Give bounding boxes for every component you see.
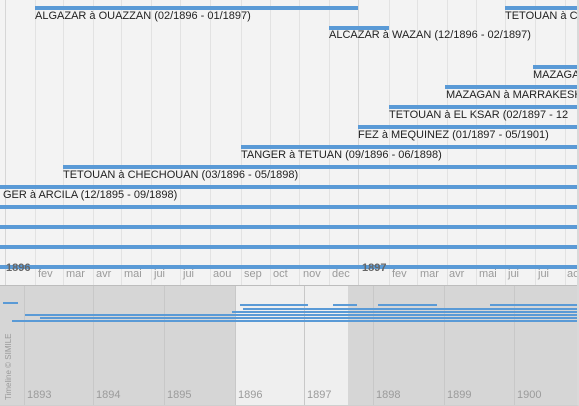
year-gridline (514, 286, 515, 405)
event-bar-9[interactable] (63, 165, 577, 169)
month-gridline (417, 0, 418, 285)
month-gridline (565, 0, 566, 285)
event-bar-6[interactable] (389, 105, 577, 109)
month-gridline (329, 0, 330, 285)
overview-year-label: 1897 (307, 389, 332, 401)
event-label-7[interactable]: FEZ à MEQUINEZ (01/1897 - 05/1901) (358, 129, 549, 141)
month-label: jui (154, 268, 166, 280)
month-label: jui (508, 268, 520, 280)
year-gridline (235, 286, 236, 405)
event-bar-7[interactable] (358, 125, 577, 129)
event-label-9[interactable]: TETOUAN à CHECHOUAN (03/1896 - 05/1898) (63, 169, 299, 181)
overview-event-bar (490, 304, 577, 306)
month-label: mai (124, 268, 142, 280)
event-bar-10[interactable] (0, 185, 577, 189)
event-label-3[interactable]: ALCAZAR à WAZAN (12/1896 - 02/1897) (329, 29, 531, 41)
month-label: nov (303, 268, 321, 280)
month-gridline (121, 0, 122, 285)
month-label: fev (392, 268, 407, 280)
event-bar-8[interactable] (241, 145, 577, 149)
overview-event-bar (232, 311, 577, 313)
month-label: mai (479, 268, 497, 280)
month-gridline (241, 0, 242, 285)
event-label-5[interactable]: MAZAGAN à MARRAKESH (446, 89, 579, 101)
month-label: mar (66, 268, 85, 280)
event-label-10[interactable]: GER à ARCILA (12/1895 - 09/1898) (3, 189, 178, 201)
month-gridline (505, 0, 506, 285)
overview-year-label: 1899 (447, 389, 472, 401)
month-gridline (180, 0, 181, 285)
year-gridline (24, 286, 25, 405)
event-bar-4[interactable] (533, 65, 577, 69)
month-gridline (535, 0, 536, 285)
overview-event-bar (378, 304, 437, 306)
copyright-label: Timeline © SIMILE (4, 333, 13, 400)
overview-event-bar (240, 304, 308, 306)
year-gridline (373, 286, 374, 405)
month-gridline (151, 0, 152, 285)
event-bar-1[interactable] (35, 6, 358, 10)
month-label: sep (244, 268, 262, 280)
event-track-bar[interactable] (0, 265, 577, 269)
month-label: dec (332, 268, 350, 280)
month-label: avr (96, 268, 112, 280)
overview-event-bar (40, 317, 577, 319)
month-label: jui (183, 268, 195, 280)
month-gridline (299, 0, 300, 285)
overview-year-label: 1898 (376, 389, 401, 401)
band-separator (0, 285, 577, 286)
year-gridline (93, 286, 94, 405)
month-gridline (358, 0, 359, 285)
overview-year-label: 1894 (96, 389, 121, 401)
overview-year-label: 1896 (238, 389, 263, 401)
event-label-6[interactable]: TETOUAN à EL KSAR (02/1897 - 12 (389, 109, 569, 121)
event-track-bar[interactable] (0, 225, 577, 229)
year-gridline (444, 286, 445, 405)
year-label: 1897 (362, 262, 387, 274)
month-gridline (63, 0, 64, 285)
event-track-bar[interactable] (0, 205, 577, 209)
overview-year-label: 1893 (27, 389, 52, 401)
overview-year-label: 1895 (167, 389, 192, 401)
overview-event-bar (333, 304, 357, 306)
month-label: ac (567, 268, 579, 280)
event-label-4[interactable]: MAZAGAN (533, 69, 579, 81)
year-gridline (304, 286, 305, 405)
overview-year-label: 1900 (517, 389, 542, 401)
event-bar-2[interactable] (505, 6, 577, 10)
overview-event-bar (12, 320, 577, 322)
event-label-8[interactable]: TANGER à TETUAN (09/1896 - 06/1898) (241, 149, 442, 161)
month-label: oct (273, 268, 288, 280)
month-gridline (447, 0, 448, 285)
month-label: jui (538, 268, 550, 280)
month-label: fev (38, 268, 53, 280)
event-bar-5[interactable] (445, 85, 577, 89)
month-gridline (476, 0, 477, 285)
overview-event-bar (25, 314, 577, 316)
event-track-bar[interactable] (0, 245, 577, 249)
month-gridline (270, 0, 271, 285)
month-gridline (5, 0, 6, 285)
month-label: mar (420, 268, 439, 280)
month-gridline (389, 0, 390, 285)
overview-event-bar (243, 308, 577, 310)
timeline-overview-band[interactable]: 1893 1894 1895 1896 1897 1898 1899 1900 (0, 286, 577, 405)
month-label: avr (449, 268, 465, 280)
timeline-detail-band[interactable]: ALGAZAR à OUAZZAN (02/1896 - 01/1897) TE… (0, 0, 579, 285)
year-label: 1896 (6, 262, 31, 274)
month-gridline (35, 0, 36, 285)
event-label-1[interactable]: ALGAZAR à OUAZZAN (02/1896 - 01/1897) (35, 10, 251, 22)
month-gridline (93, 0, 94, 285)
month-label: aou (213, 268, 232, 280)
month-gridline (210, 0, 211, 285)
overview-event-bar (3, 302, 18, 304)
event-label-2[interactable]: TETOUAN à CEUTA (505, 10, 578, 22)
year-gridline (164, 286, 165, 405)
event-bar-3[interactable] (329, 26, 389, 30)
